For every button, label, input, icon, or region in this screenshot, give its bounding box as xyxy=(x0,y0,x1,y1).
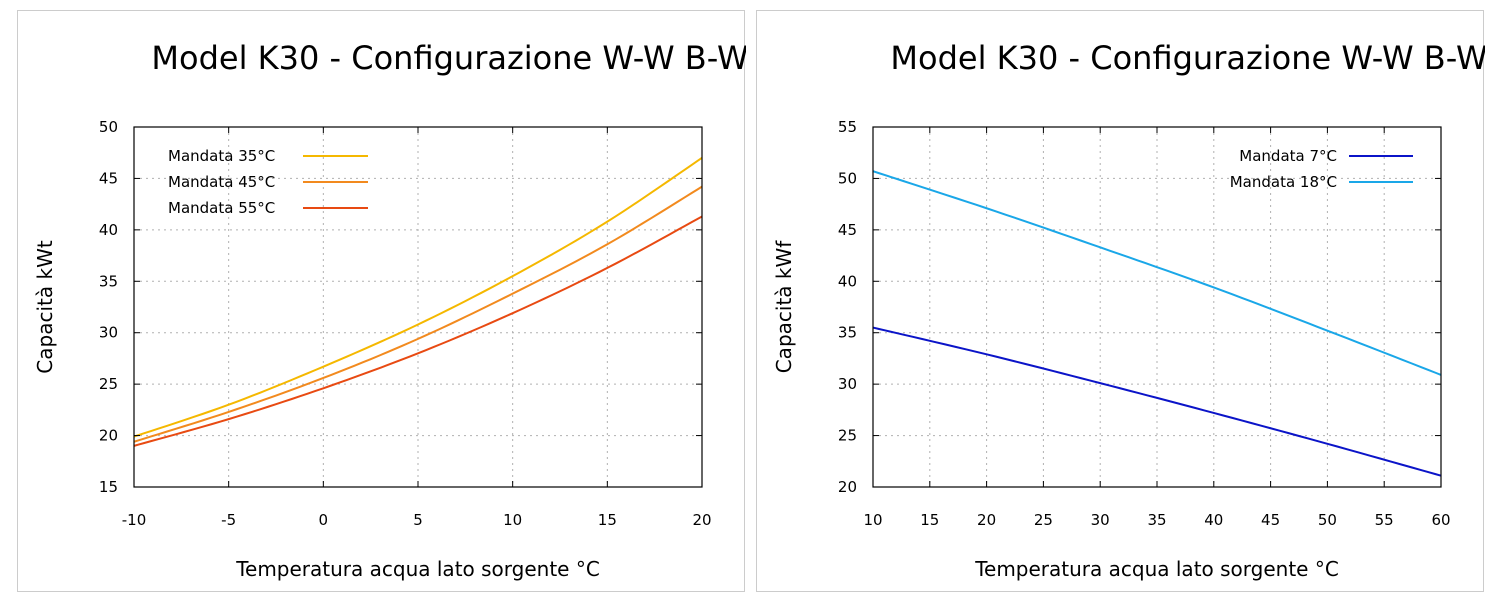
x-tick-label: 15 xyxy=(598,511,617,529)
legend-label: Mandata 18°C xyxy=(1230,173,1337,191)
y-tick-label: 35 xyxy=(99,272,118,290)
y-tick-label: 25 xyxy=(838,427,857,445)
y-tick-label: 20 xyxy=(99,427,118,445)
y-tick-label: 20 xyxy=(838,478,857,496)
x-tick-label: 50 xyxy=(1318,511,1337,529)
y-tick-label: 30 xyxy=(838,375,857,393)
x-tick-label: 10 xyxy=(503,511,522,529)
grid xyxy=(873,127,1441,487)
series-line-1 xyxy=(133,157,703,438)
series-line-2 xyxy=(872,170,1442,376)
chart-title: Model K30 - Configurazione W-W B-W xyxy=(890,39,1485,77)
y-tick-label: 40 xyxy=(99,221,118,239)
y-tick-label: 35 xyxy=(838,324,857,342)
x-tick-label: 20 xyxy=(977,511,996,529)
x-tick-label: 10 xyxy=(863,511,882,529)
y-axis-label: Capacità kWf xyxy=(772,240,796,374)
x-tick-label: 20 xyxy=(692,511,711,529)
x-tick-label: 15 xyxy=(920,511,939,529)
series-line-2 xyxy=(133,185,703,443)
legend-label: Mandata 45°C xyxy=(168,173,275,191)
y-tick-label: 40 xyxy=(838,272,857,290)
chart-panel-heating: Model K30 - Configurazione W-W B-W -10 -5 0… xyxy=(17,10,746,592)
x-tick-label: 25 xyxy=(1034,511,1053,529)
grid xyxy=(134,127,702,487)
y-tick-label: 45 xyxy=(838,221,857,239)
legend-label: Mandata 55°C xyxy=(168,199,275,217)
chart-title: Model K30 - Configurazione W-W B-W xyxy=(151,39,746,77)
y-tick-label: 25 xyxy=(99,375,118,393)
chart-heating: Model K30 - Configurazione W-W B-W -10 -5 0… xyxy=(33,39,746,581)
y-tick-label: 55 xyxy=(838,118,857,136)
y-tick-label: 50 xyxy=(99,118,118,136)
x-tick-label: 40 xyxy=(1204,511,1223,529)
y-tick-label: 45 xyxy=(99,169,118,187)
x-tick-label: 35 xyxy=(1147,511,1166,529)
y-tick-label: 30 xyxy=(99,324,118,342)
x-tick-label: 55 xyxy=(1375,511,1394,529)
x-tick-label: 60 xyxy=(1431,511,1450,529)
x-tick-label: -10 xyxy=(122,511,147,529)
x-tick-label: 5 xyxy=(413,511,423,529)
y-tick-label: 15 xyxy=(99,478,118,496)
y-tick-label: 50 xyxy=(838,169,857,187)
x-tick-label: -5 xyxy=(221,511,236,529)
series-line-3 xyxy=(133,215,703,447)
y-axis-label: Capacità kWt xyxy=(33,240,57,374)
series-line-1 xyxy=(872,326,1442,477)
chart-panel-cooling: Model K30 - Configurazione W-W B-W 10 15 20… xyxy=(756,10,1485,592)
x-axis-label: Temperatura acqua lato sorgente °C xyxy=(235,557,600,581)
x-tick-label: 30 xyxy=(1091,511,1110,529)
x-tick-label: 0 xyxy=(319,511,329,529)
chart-cooling: Model K30 - Configurazione W-W B-W 10 15 20… xyxy=(772,39,1485,581)
x-tick-label: 45 xyxy=(1261,511,1280,529)
legend-label: Mandata 35°C xyxy=(168,147,275,165)
legend-label: Mandata 7°C xyxy=(1239,147,1337,165)
x-axis-label: Temperatura acqua lato sorgente °C xyxy=(974,557,1339,581)
